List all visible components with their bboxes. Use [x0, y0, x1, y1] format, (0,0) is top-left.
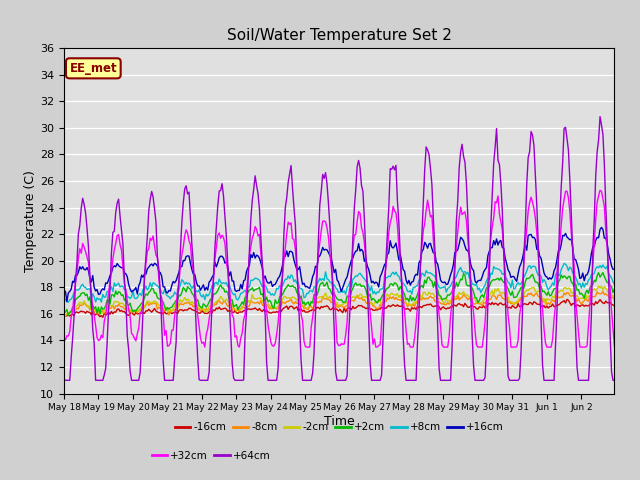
+64cm	[79, 195, 86, 201]
-2cm	[345, 298, 353, 304]
-2cm	[609, 293, 617, 299]
+8cm	[97, 299, 105, 305]
-2cm	[454, 291, 461, 297]
+32cm	[60, 337, 68, 343]
+16cm	[536, 253, 543, 259]
+2cm	[65, 312, 72, 318]
Text: EE_met: EE_met	[70, 62, 117, 75]
-16cm	[536, 301, 543, 307]
+8cm	[454, 270, 461, 276]
+8cm	[60, 298, 68, 304]
+2cm	[599, 270, 607, 276]
X-axis label: Time: Time	[324, 415, 355, 428]
+64cm	[534, 241, 542, 247]
+32cm	[596, 188, 604, 193]
Y-axis label: Temperature (C): Temperature (C)	[24, 170, 37, 272]
+64cm	[96, 377, 104, 383]
+64cm	[60, 377, 68, 383]
+16cm	[609, 266, 617, 272]
-2cm	[80, 298, 88, 304]
+64cm	[343, 373, 351, 379]
+32cm	[345, 295, 353, 300]
-8cm	[96, 311, 104, 316]
-8cm	[79, 302, 86, 308]
Line: +8cm: +8cm	[64, 264, 614, 302]
+8cm	[80, 284, 88, 290]
+2cm	[60, 310, 68, 315]
+32cm	[79, 240, 86, 246]
+32cm	[536, 270, 543, 276]
-16cm	[99, 314, 107, 320]
+32cm	[611, 343, 618, 349]
Line: -8cm: -8cm	[64, 291, 614, 318]
Legend: -16cm, -8cm, -2cm, +2cm, +8cm, +16cm: -16cm, -8cm, -2cm, +2cm, +8cm, +16cm	[170, 418, 508, 436]
+64cm	[452, 219, 460, 225]
+32cm	[609, 325, 617, 331]
-2cm	[97, 310, 105, 316]
-16cm	[609, 302, 617, 308]
Title: Soil/Water Temperature Set 2: Soil/Water Temperature Set 2	[227, 28, 452, 43]
+16cm	[345, 268, 353, 274]
Line: +2cm: +2cm	[64, 273, 614, 315]
-8cm	[534, 293, 542, 299]
+8cm	[345, 283, 353, 288]
-8cm	[60, 315, 68, 321]
+32cm	[96, 337, 104, 343]
+8cm	[609, 279, 617, 285]
-2cm	[61, 313, 69, 319]
+2cm	[97, 304, 105, 310]
Line: +32cm: +32cm	[64, 191, 614, 347]
+2cm	[609, 290, 617, 296]
+64cm	[596, 114, 604, 120]
+2cm	[611, 286, 618, 292]
Line: +64cm: +64cm	[64, 117, 614, 380]
+8cm	[536, 272, 543, 278]
+32cm	[201, 344, 209, 350]
-16cm	[60, 311, 68, 317]
Legend: +32cm, +64cm: +32cm, +64cm	[147, 447, 275, 465]
+8cm	[560, 261, 568, 266]
Line: +16cm: +16cm	[64, 228, 614, 301]
+2cm	[454, 284, 461, 289]
-2cm	[60, 312, 68, 318]
-8cm	[611, 297, 618, 303]
+16cm	[611, 266, 618, 272]
-8cm	[343, 303, 351, 309]
+8cm	[611, 281, 618, 287]
-16cm	[79, 309, 86, 315]
-8cm	[599, 288, 607, 294]
+16cm	[63, 299, 70, 304]
+16cm	[60, 288, 68, 294]
+64cm	[608, 369, 616, 374]
-16cm	[563, 297, 571, 302]
+16cm	[598, 225, 605, 230]
Line: -2cm: -2cm	[64, 286, 614, 316]
-16cm	[611, 303, 618, 309]
+8cm	[65, 300, 72, 305]
-8cm	[452, 297, 460, 302]
-16cm	[454, 301, 461, 307]
-2cm	[536, 289, 543, 295]
+64cm	[611, 377, 618, 383]
+16cm	[80, 266, 88, 272]
-16cm	[96, 314, 104, 320]
Line: -16cm: -16cm	[64, 300, 614, 317]
+16cm	[454, 247, 461, 252]
+2cm	[80, 290, 88, 296]
+32cm	[454, 228, 461, 234]
+2cm	[536, 286, 543, 292]
+16cm	[97, 288, 105, 293]
-2cm	[595, 283, 602, 289]
-8cm	[608, 295, 616, 300]
-16cm	[345, 305, 353, 311]
+2cm	[345, 294, 353, 300]
-2cm	[611, 294, 618, 300]
